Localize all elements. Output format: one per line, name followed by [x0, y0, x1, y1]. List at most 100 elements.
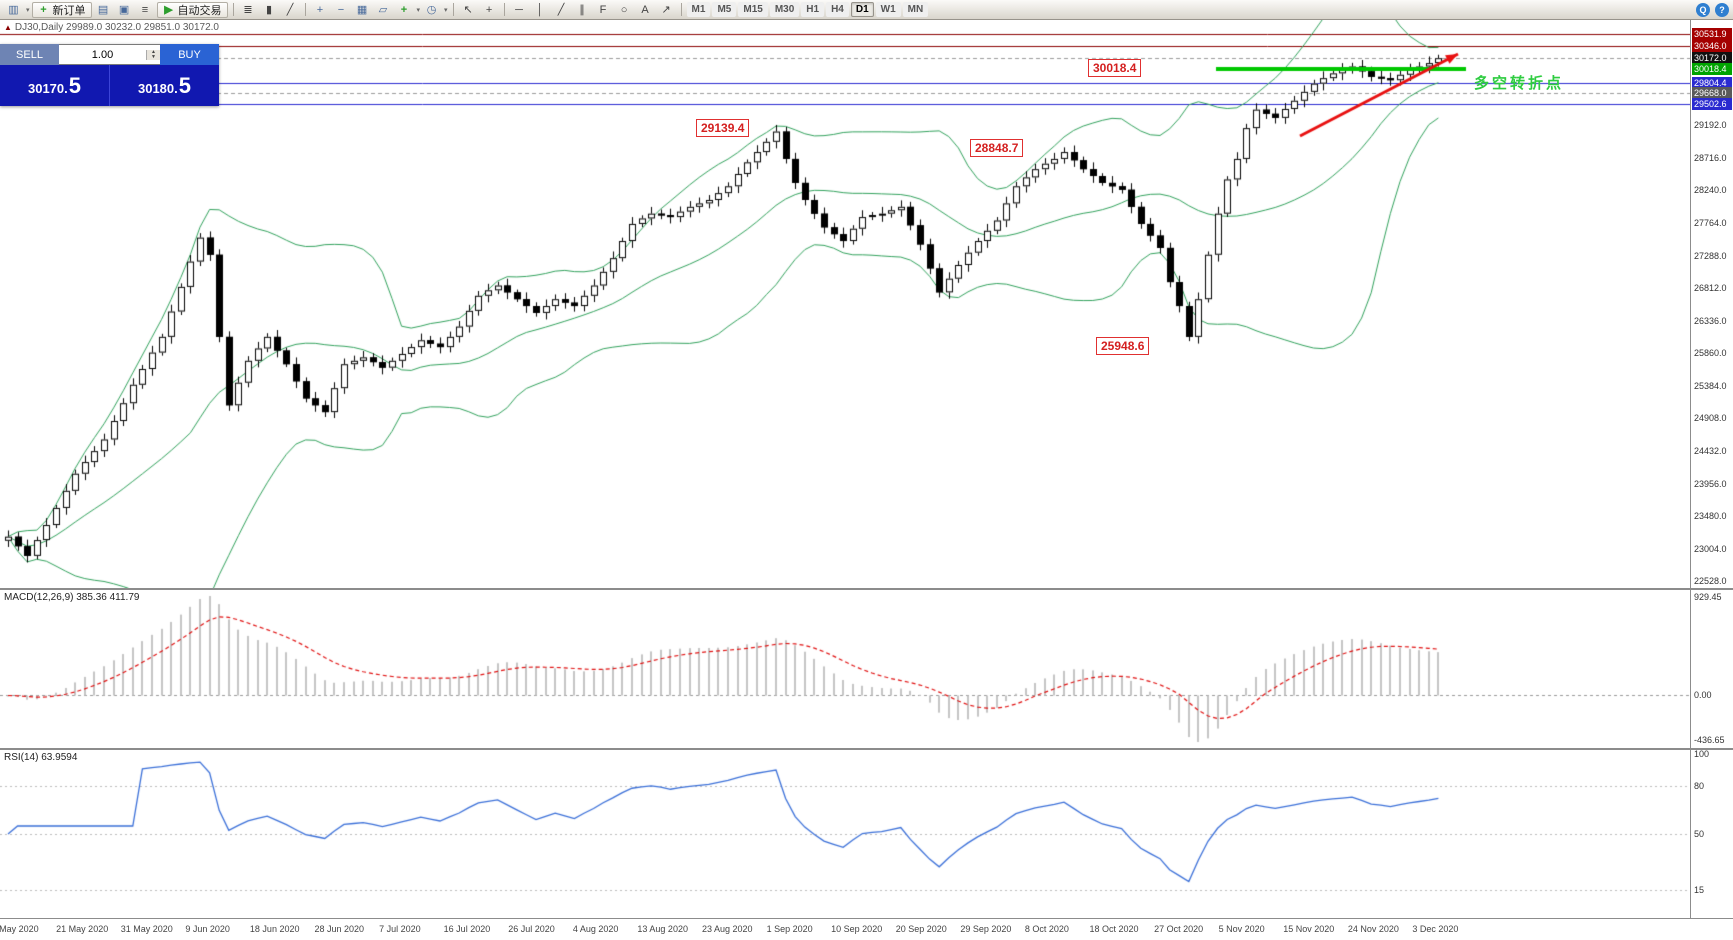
volume-input[interactable] — [59, 47, 146, 62]
date-label: 27 Oct 2020 — [1154, 924, 1204, 934]
new-order-button[interactable]: + 新订单 — [31, 1, 92, 18]
price-tick-label: 25860.0 — [1694, 348, 1727, 359]
rsi-axis-label: 80 — [1694, 781, 1705, 791]
new-order-label: 新订单 — [52, 4, 86, 17]
date-label: 4 Aug 2020 — [572, 924, 619, 934]
timeframe-h1-button[interactable]: H1 — [801, 2, 825, 17]
volume-stepper: ▲ ▼ — [146, 49, 160, 60]
shapes-icon[interactable]: ○ — [620, 3, 628, 16]
date-label: 9 Jun 2020 — [185, 924, 230, 934]
date-label: 10 Sep 2020 — [831, 924, 883, 934]
fibonacci-icon[interactable]: F — [599, 3, 607, 16]
rsi-canvas[interactable] — [0, 750, 1690, 918]
horizontal-line-icon[interactable]: ─ — [515, 3, 523, 16]
price-line-marker: 30172.0 — [1692, 52, 1732, 65]
macd-axis[interactable]: 929.45 0.00 -436.65 — [1690, 590, 1733, 748]
data-window-icon[interactable]: ▣ — [118, 4, 130, 16]
timeframe-w1-button[interactable]: W1 — [875, 2, 901, 17]
price-tick-label: 24908.0 — [1694, 413, 1727, 424]
zoom-in-icon[interactable]: + — [316, 3, 324, 16]
new-chart-caret-icon[interactable]: ▾ — [26, 6, 30, 14]
date-label: 7 Jul 2020 — [379, 924, 421, 934]
market-watch-icon[interactable]: ▤ — [97, 4, 109, 16]
date-label: 18 Jun 2020 — [249, 924, 300, 934]
timeframe-m1-button[interactable]: M1 — [686, 2, 711, 17]
date-label: 1 Sep 2020 — [766, 924, 813, 934]
price-tick-label: 27288.0 — [1694, 250, 1727, 261]
volume-down-icon[interactable]: ▼ — [147, 54, 160, 60]
one-click-trade-panel: SELL ▲ ▼ BUY 30170.5 30180.5 — [0, 44, 219, 106]
indicators-caret-icon[interactable]: ▾ — [416, 6, 421, 14]
price-line-marker: 30531.9 — [1692, 27, 1732, 40]
price-tick-label: 29192.0 — [1694, 120, 1727, 131]
trendline-icon[interactable]: ╱ — [557, 4, 565, 16]
macd-panel: MACD(12,26,9) 385.36 411.79 929.45 0.00 -4… — [0, 590, 1733, 748]
clock-icon[interactable]: ◷ — [426, 4, 437, 16]
date-label: 15 Nov 2020 — [1283, 924, 1335, 934]
line-chart-icon[interactable]: ╱ — [286, 4, 294, 16]
tile-windows-icon[interactable]: ▦ — [356, 4, 368, 16]
search-icon[interactable]: Q — [1696, 2, 1710, 17]
macd-axis-label: 0.00 — [1694, 689, 1712, 700]
cursor-icon[interactable]: ↖ — [463, 4, 473, 16]
crosshair-icon[interactable]: + — [485, 3, 493, 16]
price-axis[interactable]: 29192.0 28716.0 28240.0 27764.0 27288.0 26812… — [1690, 20, 1733, 588]
timeframe-d1-button[interactable]: D1 — [850, 2, 874, 17]
arrow-object-icon[interactable]: ↗ — [661, 4, 671, 16]
zoom-out-icon[interactable]: − — [337, 3, 345, 16]
indicators-icon[interactable]: + — [400, 3, 408, 16]
plus-icon: + — [40, 3, 47, 16]
symbol-triangle-icon: ▲ — [4, 23, 12, 32]
new-chart-icon[interactable]: ▥ — [8, 4, 19, 16]
price-tick-label: 26812.0 — [1694, 283, 1727, 294]
rsi-axis[interactable]: 100 80 50 15 — [1690, 749, 1733, 918]
channel-icon[interactable]: ∥ — [579, 4, 585, 16]
bar-chart-icon[interactable]: ≣ — [243, 4, 253, 16]
text-label-icon[interactable]: A — [641, 3, 649, 16]
cascade-windows-icon[interactable]: ▱ — [378, 4, 388, 16]
sell-button[interactable]: SELL — [0, 44, 59, 65]
price-line-marker: 30346.0 — [1692, 40, 1732, 53]
time-axis[interactable]: 2 May 2020 21 May 2020 31 May 2020 9 Jun 20… — [0, 918, 1733, 940]
panel-separator — [0, 588, 1733, 590]
date-label: 13 Aug 2020 — [637, 924, 688, 934]
quote-divider — [109, 65, 110, 106]
price-chart-panel: ▲ DJ30,Daily 29989.0 30232.0 29851.0 3017… — [0, 20, 1733, 588]
price-tick-label: 27764.0 — [1694, 217, 1727, 228]
date-label: 20 Sep 2020 — [895, 924, 947, 934]
price-tick-label: 24432.0 — [1694, 445, 1727, 456]
price-line-marker: 29668.0 — [1692, 86, 1732, 99]
quote-panel: 30170. 5 30180. 5 — [0, 65, 219, 106]
toolbar-separator — [304, 3, 306, 16]
chart-window: ▲ DJ30,Daily 29989.0 30232.0 29851.0 3017… — [0, 20, 1733, 940]
timeframe-m30-button[interactable]: M30 — [769, 2, 800, 17]
autotrade-button[interactable]: ▶ 自动交易 — [156, 1, 228, 18]
date-label: 29 Sep 2020 — [960, 924, 1012, 934]
panel-separator — [0, 748, 1733, 750]
timeframe-mn-button[interactable]: MN — [902, 2, 929, 17]
navigator-icon[interactable]: ≡ — [141, 3, 149, 16]
timeframe-m15-button[interactable]: M15 — [738, 2, 768, 17]
buy-button[interactable]: BUY — [160, 44, 219, 65]
price-tick-label: 25384.0 — [1694, 380, 1727, 391]
price-chart-canvas[interactable] — [0, 20, 1690, 588]
timeframe-h4-button[interactable]: H4 — [826, 2, 849, 17]
candlestick-icon[interactable]: ▮ — [265, 4, 273, 16]
macd-label: MACD(12,26,9) 385.36 411.79 — [4, 592, 140, 603]
buy-price[interactable]: 30180. 5 — [137, 72, 191, 98]
sell-price[interactable]: 30170. 5 — [27, 72, 81, 98]
rsi-panel: RSI(14) 63.9594 100 80 50 15 — [0, 749, 1733, 918]
macd-canvas[interactable] — [0, 590, 1690, 748]
date-label: 2 May 2020 — [0, 924, 39, 934]
templates-caret-icon[interactable]: ▾ — [444, 6, 448, 14]
vertical-line-icon[interactable]: │ — [536, 3, 544, 16]
volume-up-icon[interactable]: ▲ — [147, 49, 160, 55]
rsi-axis-label: 100 — [1694, 749, 1710, 759]
help-icon[interactable]: ? — [1715, 2, 1729, 17]
date-label: 21 May 2020 — [56, 924, 109, 934]
rsi-label: RSI(14) 63.9594 — [4, 752, 78, 763]
date-label: 18 Oct 2020 — [1089, 924, 1139, 934]
timeframe-m5-button[interactable]: M5 — [712, 2, 737, 17]
price-tick-label: 22528.0 — [1694, 576, 1727, 587]
chart-caption: ▲ DJ30,Daily 29989.0 30232.0 29851.0 3017… — [4, 22, 219, 33]
